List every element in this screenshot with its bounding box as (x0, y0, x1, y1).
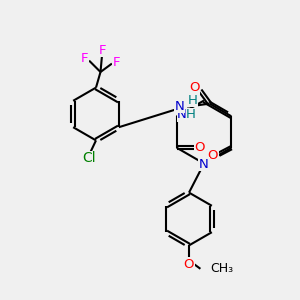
Text: F: F (113, 56, 120, 69)
Text: O: O (189, 81, 199, 94)
Text: O: O (207, 149, 218, 162)
Text: O: O (184, 257, 194, 271)
Text: N: N (199, 158, 209, 171)
Text: O: O (194, 141, 205, 154)
Text: N: N (175, 100, 185, 112)
Text: F: F (99, 44, 106, 57)
Text: Cl: Cl (82, 152, 96, 165)
Text: F: F (81, 52, 88, 65)
Text: N: N (177, 108, 187, 121)
Text: H: H (188, 94, 197, 106)
Text: CH₃: CH₃ (210, 262, 233, 275)
Text: H: H (186, 108, 196, 121)
